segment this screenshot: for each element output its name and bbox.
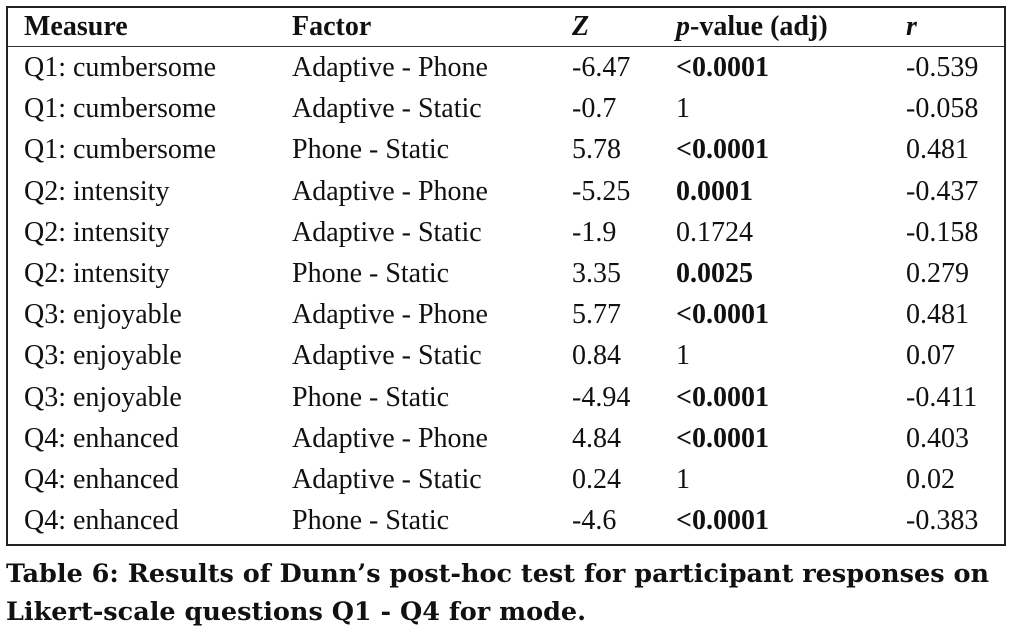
- table-header: Measure Factor Z p-value (adj) r: [8, 8, 1004, 47]
- cell-p-value: 0.1724: [676, 216, 753, 248]
- cell-p-value: <0.0001: [676, 505, 769, 537]
- header-r: r: [890, 8, 1004, 47]
- header-z: Z: [556, 8, 660, 47]
- results-table-frame: Measure Factor Z p-value (adj) r Q1: cum…: [6, 6, 1006, 546]
- cell-factor: Adaptive - Static: [292, 216, 482, 248]
- cell-z: -1.9: [572, 216, 617, 248]
- cell-measure: Q3: enjoyable: [24, 299, 182, 331]
- cell-r: -0.058: [906, 93, 979, 125]
- cell-factor: Phone - Static: [292, 381, 450, 413]
- cell-measure: Q2: intensity: [24, 258, 170, 290]
- cell-r: -0.383: [906, 505, 979, 537]
- cell-z: -5.25: [572, 175, 631, 207]
- table-row: Q4: enhanced Adaptive - Static 0.24 1 0.02: [8, 459, 1004, 500]
- cell-z: 0.24: [572, 463, 621, 495]
- cell-r: 0.279: [906, 258, 969, 290]
- cell-measure: Q1: cumbersome: [24, 134, 217, 166]
- cell-p-value: 0.0025: [676, 258, 753, 290]
- cell-r: 0.403: [906, 422, 969, 454]
- cell-z: 4.84: [572, 422, 621, 454]
- header-measure: Measure: [8, 8, 276, 47]
- dunn-results-table: Measure Factor Z p-value (adj) r Q1: cum…: [8, 8, 1004, 541]
- cell-measure: Q1: cumbersome: [24, 93, 217, 125]
- cell-measure: Q3: enjoyable: [24, 340, 182, 372]
- cell-factor: Adaptive - Static: [292, 340, 482, 372]
- header-p-value: p-value (adj): [660, 8, 890, 47]
- cell-factor: Adaptive - Phone: [292, 175, 488, 207]
- table-row: Q2: intensity Adaptive - Phone -5.25 0.0001…: [8, 171, 1004, 212]
- cell-p-value: 1: [676, 340, 690, 372]
- cell-p-value: <0.0001: [676, 52, 769, 84]
- table-row: Q1: cumbersome Adaptive - Phone -6.47 <0.00…: [8, 47, 1004, 89]
- caption-line-2: Likert-scale questions Q1 - Q4 for mode.: [6, 597, 587, 627]
- cell-factor: Adaptive - Phone: [292, 52, 488, 84]
- cell-factor: Phone - Static: [292, 505, 450, 537]
- cell-z: 3.35: [572, 258, 621, 290]
- cell-factor: Adaptive - Phone: [292, 422, 488, 454]
- cell-p-value: 1: [676, 463, 690, 495]
- cell-r: -0.539: [906, 52, 979, 84]
- cell-r: -0.158: [906, 216, 979, 248]
- cell-z: 0.84: [572, 340, 621, 372]
- table-row: Q1: cumbersome Phone - Static 5.78 <0.0001 0…: [8, 129, 1004, 170]
- cell-measure: Q2: intensity: [24, 216, 170, 248]
- cell-measure: Q1: cumbersome: [24, 52, 217, 84]
- table-caption: Table 6: Results of Dunn’s post-hoc test…: [6, 555, 1006, 631]
- cell-z: -6.47: [572, 52, 631, 84]
- table-row: Q3: enjoyable Adaptive - Phone 5.77 <0.0001…: [8, 294, 1004, 335]
- header-p-italic: p: [676, 11, 690, 42]
- cell-r: -0.437: [906, 175, 979, 207]
- table-row: Q1: cumbersome Adaptive - Static -0.7 1 -0.0…: [8, 88, 1004, 129]
- header-p-rest: -value (adj): [690, 11, 828, 42]
- cell-p-value: <0.0001: [676, 422, 769, 454]
- table-row: Q4: enhanced Phone - Static -4.6 <0.0001 -0.…: [8, 500, 1004, 541]
- table-row: Q3: enjoyable Phone - Static -4.94 <0.0001 -…: [8, 377, 1004, 418]
- header-row: Measure Factor Z p-value (adj) r: [8, 8, 1004, 47]
- cell-z: -4.6: [572, 505, 617, 537]
- cell-r: 0.07: [906, 340, 955, 372]
- table-row: Q2: intensity Adaptive - Static -1.9 0.1724…: [8, 212, 1004, 253]
- cell-z: 5.77: [572, 299, 621, 331]
- cell-r: 0.481: [906, 134, 969, 166]
- cell-z: 5.78: [572, 134, 621, 166]
- cell-r: 0.481: [906, 299, 969, 331]
- table-row: Q3: enjoyable Adaptive - Static 0.84 1 0.07: [8, 335, 1004, 376]
- table-body: Q1: cumbersome Adaptive - Phone -6.47 <0.00…: [8, 47, 1004, 542]
- caption-line-1: Table 6: Results of Dunn’s post-hoc test…: [6, 559, 990, 589]
- cell-p-value: 0.0001: [676, 175, 753, 207]
- cell-measure: Q4: enhanced: [24, 463, 179, 495]
- table-row: Q2: intensity Phone - Static 3.35 0.0025 0.2…: [8, 253, 1004, 294]
- cell-factor: Adaptive - Static: [292, 93, 482, 125]
- cell-factor: Phone - Static: [292, 258, 450, 290]
- cell-measure: Q2: intensity: [24, 175, 170, 207]
- cell-factor: Adaptive - Phone: [292, 299, 488, 331]
- cell-r: 0.02: [906, 463, 955, 495]
- cell-p-value: <0.0001: [676, 381, 769, 413]
- cell-z: -4.94: [572, 381, 631, 413]
- cell-p-value: <0.0001: [676, 299, 769, 331]
- cell-p-value: <0.0001: [676, 134, 769, 166]
- cell-factor: Adaptive - Static: [292, 463, 482, 495]
- cell-measure: Q3: enjoyable: [24, 381, 182, 413]
- cell-z: -0.7: [572, 93, 617, 125]
- header-factor: Factor: [276, 8, 556, 47]
- cell-measure: Q4: enhanced: [24, 422, 179, 454]
- cell-factor: Phone - Static: [292, 134, 450, 166]
- cell-r: -0.411: [906, 381, 978, 413]
- cell-p-value: 1: [676, 93, 690, 125]
- cell-measure: Q4: enhanced: [24, 505, 179, 537]
- table-row: Q4: enhanced Adaptive - Phone 4.84 <0.0001 0…: [8, 418, 1004, 459]
